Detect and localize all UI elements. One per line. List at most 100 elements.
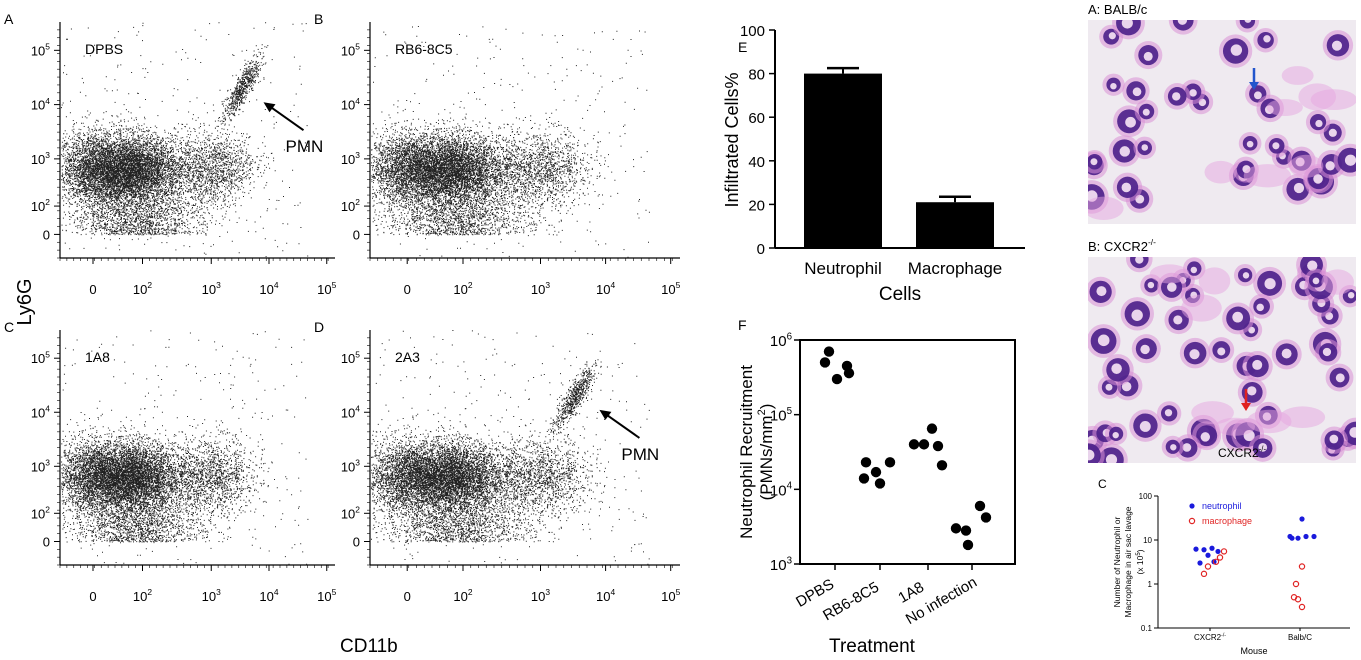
stain-blob xyxy=(1289,154,1324,178)
y-tick-label: 103 xyxy=(31,457,50,474)
nucleus-lobe-gap xyxy=(1313,174,1323,184)
nucleus-lobe-gap xyxy=(1172,92,1181,101)
f-point xyxy=(974,500,986,512)
nucleus-lobe-gap xyxy=(1349,427,1356,438)
pmn-label: PMN xyxy=(286,137,324,156)
stain-blob xyxy=(1266,99,1303,116)
y-tick-label: 103 xyxy=(341,457,360,474)
c-point-neutrophil xyxy=(1201,547,1207,553)
x-tick-label: 103 xyxy=(531,587,550,604)
f-point xyxy=(860,457,872,468)
y-tick-label: 102 xyxy=(31,504,50,521)
nucleus-lobe-gap xyxy=(1263,35,1271,43)
y-tick-label: 103 xyxy=(31,150,50,167)
c-point-macrophage xyxy=(1200,570,1208,578)
panel-letter: B xyxy=(314,11,323,27)
stain-blob xyxy=(1243,164,1292,188)
nucleus-lobe-gap xyxy=(1328,128,1337,137)
nucleus-lobe-gap xyxy=(1135,257,1144,264)
f-point xyxy=(870,466,882,478)
nucleus-lobe-gap xyxy=(1131,309,1143,321)
f-point xyxy=(926,423,938,434)
f-point xyxy=(960,525,972,536)
pmn-label: PMN xyxy=(621,445,659,464)
stain-blob xyxy=(1149,264,1190,284)
x-tick-label: 103 xyxy=(531,280,550,297)
e-bar-macrophage xyxy=(916,202,994,248)
nucleus-lobe-gap xyxy=(1112,431,1119,439)
nucleus-lobe-gap xyxy=(1256,303,1264,312)
nucleus-lobe-gap xyxy=(1141,144,1149,151)
y-tick-label: 102 xyxy=(341,197,360,214)
y-tick-label: 105 xyxy=(31,41,50,58)
c-point-neutrophil xyxy=(1295,535,1301,541)
c-ylabel-line3: (x 105) xyxy=(1135,549,1145,574)
c-point-macrophage xyxy=(1204,563,1212,570)
c-legend-marker-macrophage xyxy=(1188,517,1196,525)
x-tick-label: 102 xyxy=(453,587,472,604)
bar-chart-e: E 0 20 40 60 80 100 Neutrophil Macrophage Cells In… xyxy=(722,23,1025,305)
nucleus-lobe-gap xyxy=(1331,40,1343,51)
x-tick-label: 102 xyxy=(133,587,152,604)
f-point xyxy=(831,373,843,385)
nucleus-lobe-gap xyxy=(1281,348,1292,359)
c-ylabel-line1: Number of Neutrophil or xyxy=(1112,516,1122,607)
y-tick-label: 102 xyxy=(341,504,360,521)
f-point xyxy=(980,512,992,523)
nucleus-lobe-gap xyxy=(1190,266,1198,274)
nucleus-lobe-gap xyxy=(1247,386,1257,396)
nucleus-lobe-gap xyxy=(1230,44,1243,56)
e-category-label: Macrophage xyxy=(908,259,1003,278)
stain-blob xyxy=(1191,401,1234,425)
nucleus-lobe-gap xyxy=(1335,373,1345,383)
c-y-tick-label: 10 xyxy=(1143,536,1152,545)
x-tick-label: 103 xyxy=(202,587,221,604)
c-point-macrophage xyxy=(1292,580,1300,588)
sample-label: DPBS xyxy=(85,41,123,57)
panel-letter: A xyxy=(4,11,14,27)
c-point-neutrophil xyxy=(1197,560,1203,566)
x-tick-label: 104 xyxy=(596,587,615,604)
stain-blob xyxy=(1214,417,1256,436)
flow-dots xyxy=(61,330,309,565)
nucleus-lobe-gap xyxy=(1173,315,1183,325)
panel-letter-c2: C xyxy=(1098,477,1107,491)
nucleus-lobe-gap xyxy=(1217,347,1226,356)
stain-blob xyxy=(1204,160,1237,184)
c-ylabel-line2: Macrophage in air sac lavage xyxy=(1123,506,1133,617)
c-xlabel: Mouse xyxy=(1240,646,1267,656)
c-y-tick-label: 1 xyxy=(1148,580,1153,589)
nucleus-lobe-gap xyxy=(1189,89,1197,97)
sample-label: 1A8 xyxy=(85,349,110,365)
f-point xyxy=(874,478,886,489)
c-point-neutrophil xyxy=(1303,533,1309,540)
nucleus-lobe-gap xyxy=(1344,154,1356,166)
x-tick-label: 105 xyxy=(661,587,680,604)
f-point xyxy=(858,473,870,484)
micrograph-title: A: BALB/c xyxy=(1088,2,1148,17)
e-y-tick-label: 80 xyxy=(748,67,765,84)
stain-blob xyxy=(1310,89,1356,111)
x-tick-label: 104 xyxy=(259,280,278,297)
y-tick-label: 0 xyxy=(353,227,360,242)
x-tick-label: 102 xyxy=(133,280,152,297)
f-y-tick-label: 104 xyxy=(770,481,793,500)
nucleus-lobe-gap xyxy=(1119,146,1131,157)
y-tick-label: 104 xyxy=(341,403,360,420)
nucleus-lobe-gap xyxy=(1140,344,1150,355)
e-y-tick-label: 20 xyxy=(748,197,765,214)
flow-panel-c: C 1A8 0 102 103 104 105 0 102 103 104 105 xyxy=(4,319,337,604)
flow-panel-d: D 2A3 0 102 103 104 105 0 102 103 104 105 PMN xyxy=(314,319,681,604)
c-point-neutrophil xyxy=(1215,548,1221,555)
stain-blob xyxy=(1088,196,1124,221)
f-point xyxy=(950,523,962,534)
f-y-tick-label: 106 xyxy=(770,331,792,350)
x-tick-label: 0 xyxy=(404,282,411,297)
c-point-macrophage xyxy=(1212,558,1220,565)
nucleus-lobe-gap xyxy=(1244,20,1252,23)
nucleus-lobe-gap xyxy=(1315,119,1323,128)
y-tick-label: 0 xyxy=(43,535,50,550)
micrograph-cells xyxy=(1088,20,1356,221)
